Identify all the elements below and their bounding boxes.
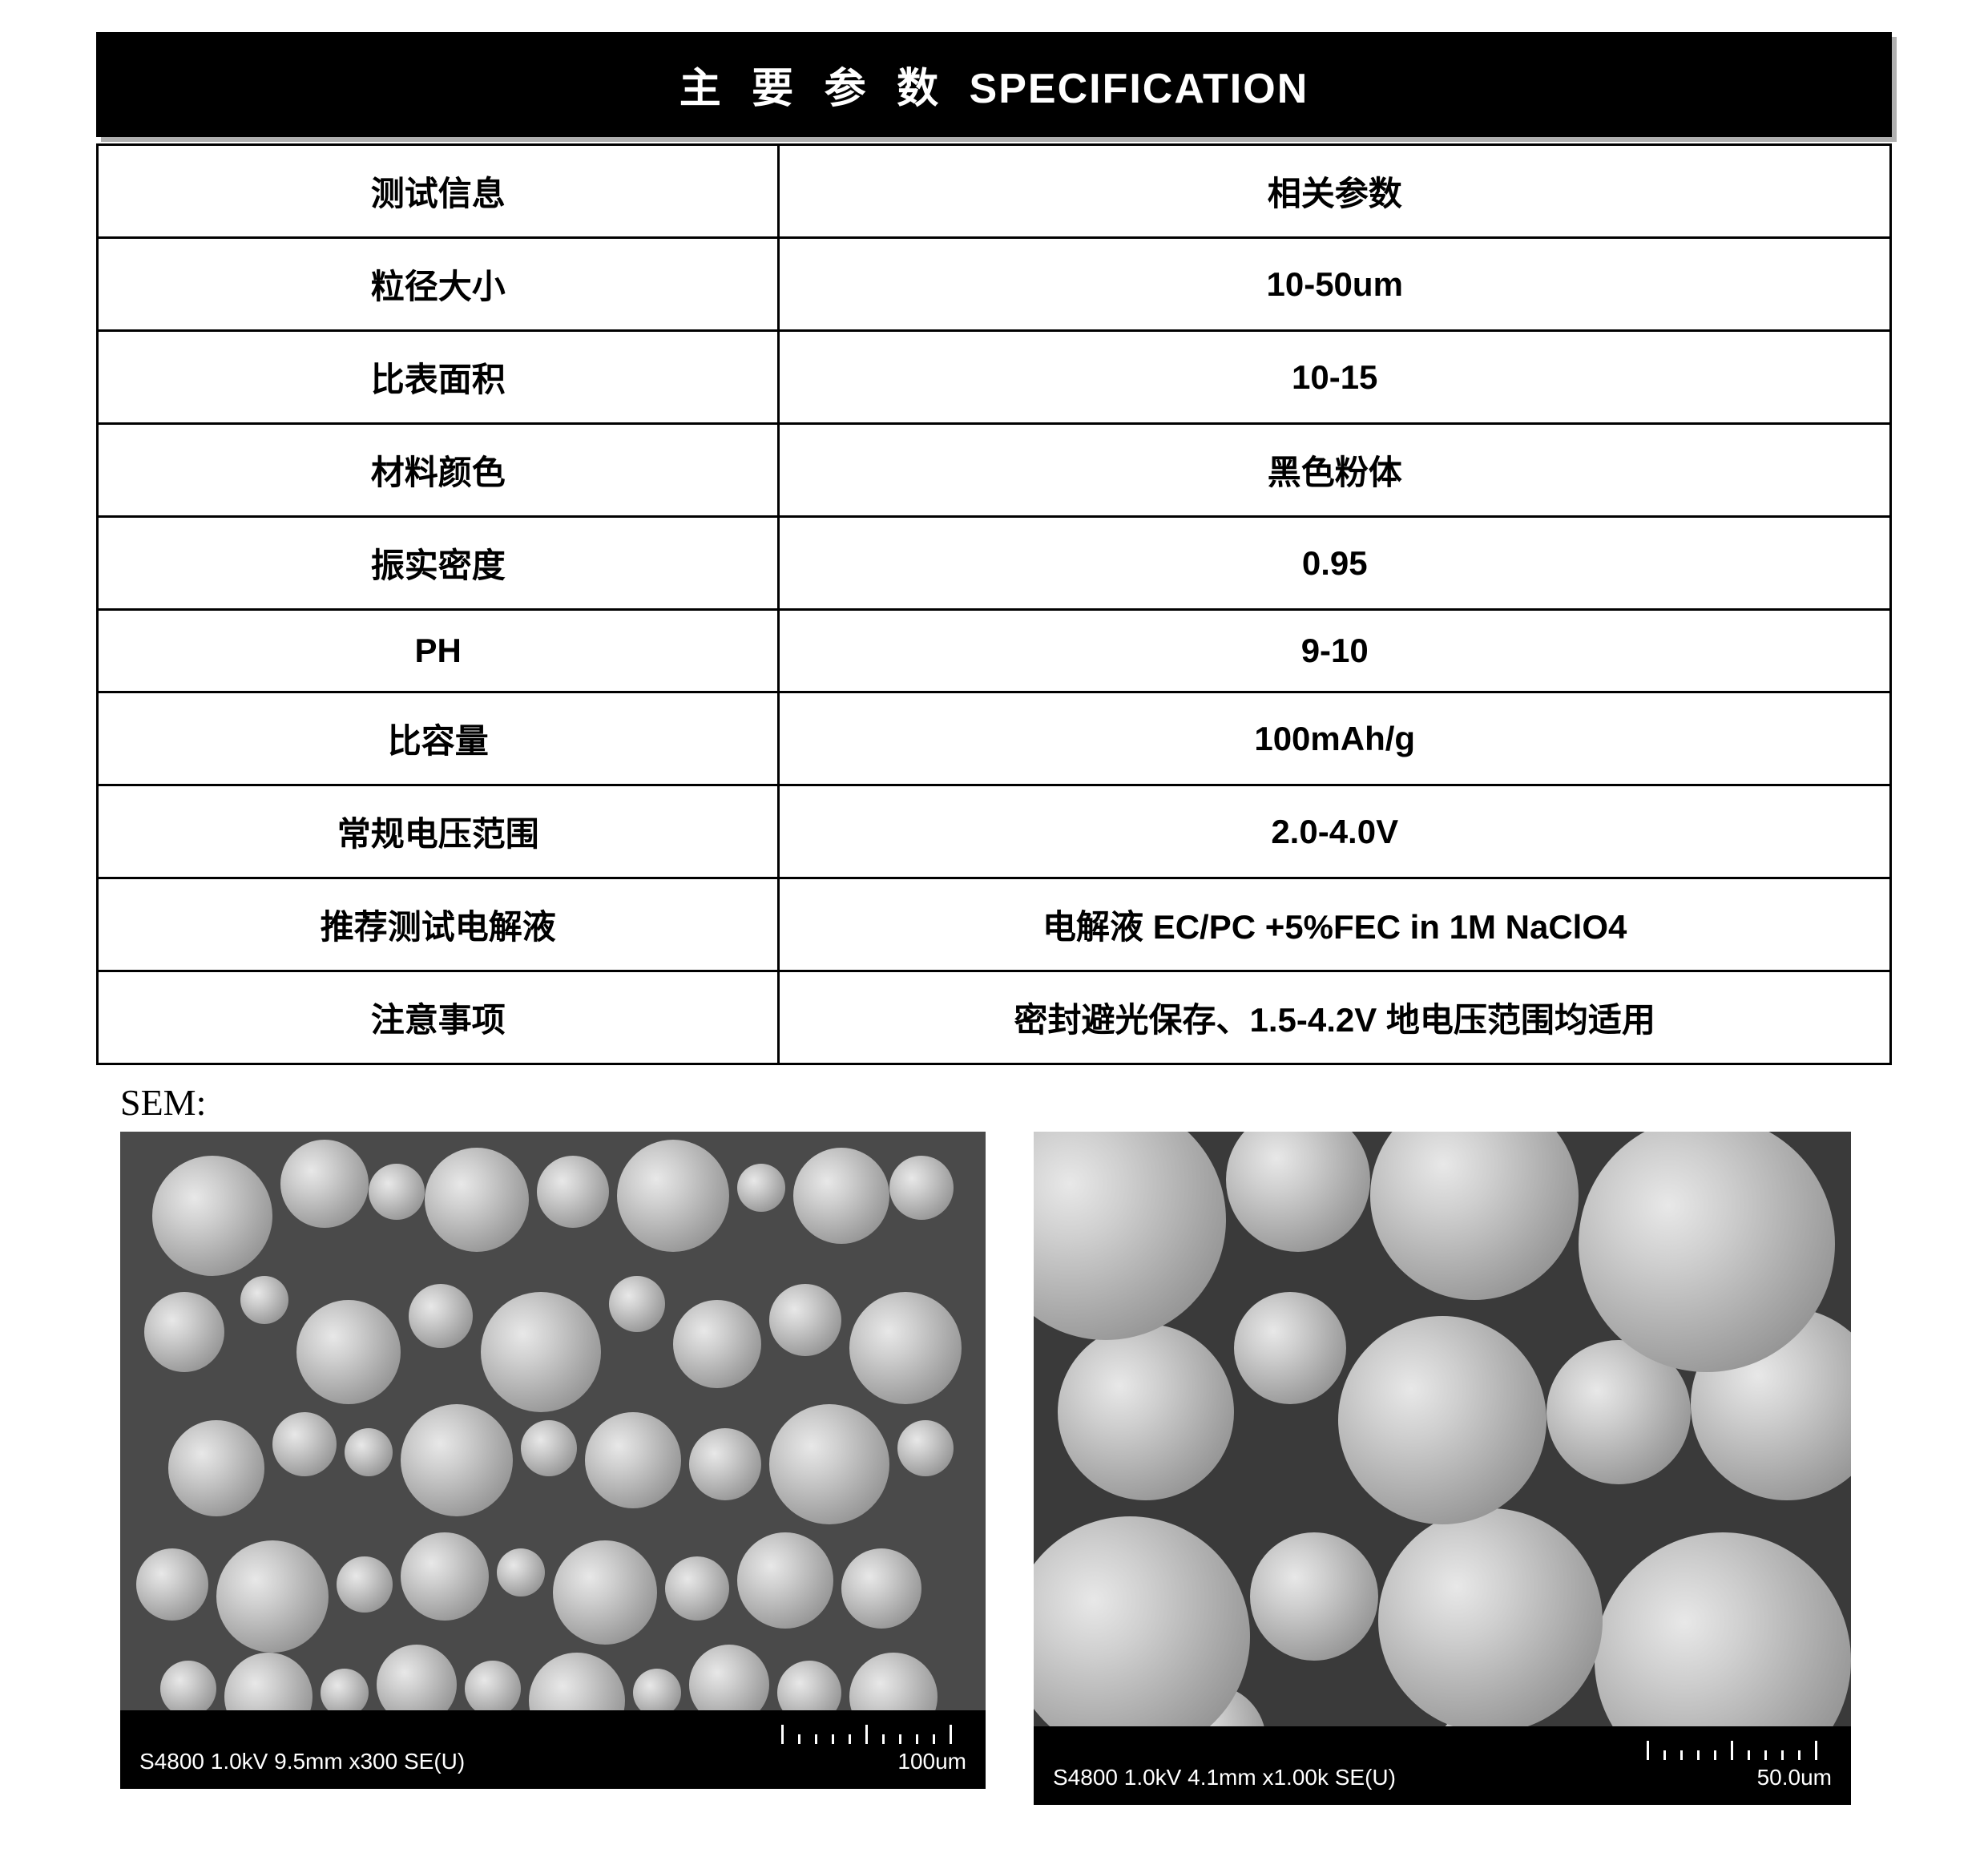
sem-right-scale: 50.0um — [1647, 1741, 1832, 1790]
spec-value: 10-15 — [779, 331, 1891, 424]
spec-label: 比容量 — [98, 692, 779, 785]
sem-sphere — [497, 1548, 545, 1597]
sem-sphere — [216, 1540, 329, 1653]
sem-sphere — [280, 1140, 369, 1228]
sem-sphere — [793, 1148, 889, 1244]
table-row: 测试信息相关参数 — [98, 145, 1891, 238]
sem-sphere — [585, 1412, 681, 1508]
table-row: PH9-10 — [98, 610, 1891, 692]
table-row: 粒径大小10-50um — [98, 238, 1891, 331]
sem-sphere — [369, 1164, 425, 1220]
sem-sphere — [144, 1292, 224, 1372]
sem-sphere — [689, 1428, 761, 1500]
sem-sphere — [401, 1404, 513, 1516]
title-bar: 主 要 参 数 SPECIFICATION — [96, 32, 1892, 137]
spec-label: 推荐测试电解液 — [98, 878, 779, 971]
spec-value: 密封避光保存、1.5-4.2V 地电压范围均适用 — [779, 971, 1891, 1064]
sem-sphere — [673, 1300, 761, 1388]
sem-sphere — [537, 1156, 609, 1228]
table-row: 推荐测试电解液电解液 EC/PC +5%FEC in 1M NaClO4 — [98, 878, 1891, 971]
title-cn: 主 要 参 数 — [679, 66, 948, 112]
table-row: 注意事项密封避光保存、1.5-4.2V 地电压范围均适用 — [98, 971, 1891, 1064]
sem-sphere — [609, 1276, 665, 1332]
sem-sphere — [152, 1156, 272, 1276]
sem-sphere — [136, 1548, 208, 1621]
sem-sphere — [617, 1140, 729, 1252]
sem-sphere — [240, 1276, 288, 1324]
sem-label: SEM: — [120, 1081, 1892, 1124]
sem-sphere — [1338, 1316, 1546, 1524]
sem-sphere — [737, 1164, 785, 1212]
sem-left-caption-text: S4800 1.0kV 9.5mm x300 SE(U) — [139, 1749, 465, 1774]
spec-value: 电解液 EC/PC +5%FEC in 1M NaClO4 — [779, 878, 1891, 971]
sem-left-scale-label: 100um — [897, 1749, 966, 1774]
sem-sphere — [737, 1532, 833, 1629]
spec-label: 常规电压范围 — [98, 785, 779, 878]
sem-sphere — [633, 1669, 681, 1717]
sem-sphere — [849, 1292, 962, 1404]
sem-sphere — [1378, 1508, 1603, 1733]
title-en: SPECIFICATION — [970, 66, 1309, 112]
spec-label: PH — [98, 610, 779, 692]
sem-sphere — [272, 1412, 337, 1476]
sem-sphere — [553, 1540, 657, 1645]
sem-sphere — [889, 1156, 954, 1220]
spec-label: 比表面积 — [98, 331, 779, 424]
spec-table: 测试信息相关参数粒径大小10-50um比表面积10-15材料颜色黑色粉体振实密度… — [96, 143, 1892, 1065]
sem-sphere — [337, 1556, 393, 1613]
sem-sphere — [841, 1548, 921, 1629]
sem-sphere — [168, 1420, 264, 1516]
sem-left-scale: 100um — [781, 1725, 966, 1774]
spec-label: 注意事项 — [98, 971, 779, 1064]
sem-sphere — [897, 1420, 954, 1476]
spec-label: 粒径大小 — [98, 238, 779, 331]
spec-value: 10-50um — [779, 238, 1891, 331]
table-row: 比容量100mAh/g — [98, 692, 1891, 785]
sem-image-left: S4800 1.0kV 9.5mm x300 SE(U) 100um — [120, 1132, 986, 1789]
sem-sphere — [465, 1661, 521, 1717]
sem-sphere — [769, 1404, 889, 1524]
spec-value: 2.0-4.0V — [779, 785, 1891, 878]
sem-sphere — [1250, 1532, 1378, 1661]
spec-label: 振实密度 — [98, 517, 779, 610]
sem-right-caption-text: S4800 1.0kV 4.1mm x1.00k SE(U) — [1053, 1765, 1396, 1790]
sem-sphere — [296, 1300, 401, 1404]
sem-sphere — [481, 1292, 601, 1412]
sem-sphere — [160, 1661, 216, 1717]
sem-sphere — [1370, 1132, 1579, 1300]
sem-right-caption: S4800 1.0kV 4.1mm x1.00k SE(U) 50.0um — [1034, 1726, 1851, 1805]
sem-sphere — [401, 1532, 489, 1621]
table-row: 常规电压范围2.0-4.0V — [98, 785, 1891, 878]
spec-label: 材料颜色 — [98, 424, 779, 517]
spec-value: 9-10 — [779, 610, 1891, 692]
spec-value: 黑色粉体 — [779, 424, 1891, 517]
sem-sphere — [321, 1669, 369, 1717]
table-row: 振实密度0.95 — [98, 517, 1891, 610]
sem-sphere — [665, 1556, 729, 1621]
sem-row: S4800 1.0kV 9.5mm x300 SE(U) 100um S4800… — [96, 1132, 1892, 1805]
sem-sphere — [521, 1420, 577, 1476]
sem-image-right: S4800 1.0kV 4.1mm x1.00k SE(U) 50.0um — [1034, 1132, 1851, 1805]
sem-sphere — [425, 1148, 529, 1252]
sem-sphere — [409, 1284, 473, 1348]
sem-sphere — [1034, 1132, 1226, 1340]
spec-value: 0.95 — [779, 517, 1891, 610]
sem-right-scale-label: 50.0um — [1757, 1765, 1832, 1790]
table-row: 比表面积10-15 — [98, 331, 1891, 424]
spec-label: 测试信息 — [98, 145, 779, 238]
sem-left-caption: S4800 1.0kV 9.5mm x300 SE(U) 100um — [120, 1710, 986, 1789]
sem-sphere — [345, 1428, 393, 1476]
sem-sphere — [1234, 1292, 1346, 1404]
sem-sphere — [1226, 1132, 1370, 1252]
spec-value: 相关参数 — [779, 145, 1891, 238]
sem-sphere — [1058, 1324, 1234, 1500]
table-row: 材料颜色黑色粉体 — [98, 424, 1891, 517]
sem-sphere — [769, 1284, 841, 1356]
spec-value: 100mAh/g — [779, 692, 1891, 785]
